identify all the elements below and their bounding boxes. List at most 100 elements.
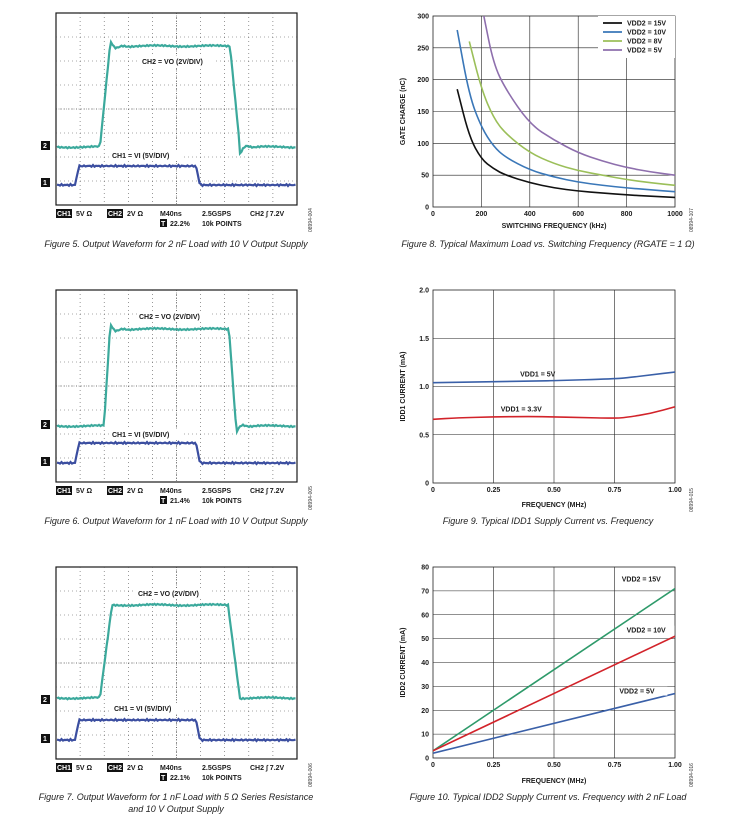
ch1-marker xyxy=(41,734,50,743)
ch2-label-box xyxy=(140,56,214,67)
chart-figure-10: 0 0.25 0.50 0.75 1.00 0 10 20 30 40 50 60 70 80 FREQUE… xyxy=(400,565,682,786)
ch1-scale: 5V Ω xyxy=(76,211,93,218)
ch1-label: CH1 = VI (5V/DIV) xyxy=(112,153,169,160)
ch1-scale: 5V Ω xyxy=(76,765,93,772)
ch2-marker-text: 2 xyxy=(43,697,47,704)
annotation-vdd1-3v3: VDD1 = 3.3V xyxy=(501,406,542,413)
series-line-2 xyxy=(468,41,675,187)
trigger-setting: CH2 ∫ 7.2V xyxy=(250,211,285,218)
sample-rate: 2.5GSPS xyxy=(202,488,232,495)
figure-id: 08994-006 xyxy=(308,763,314,787)
ch1-scale: 5V Ω xyxy=(76,488,93,495)
x-tick-label: 0 xyxy=(431,211,435,218)
chart-figure-9: 0 0.25 0.50 0.75 1.00 0 0.5 1.0 1.5 2.0 FREQUENCY … xyxy=(400,288,682,510)
ch1-badge-text: CH1 xyxy=(57,211,71,218)
ch2-marker xyxy=(41,420,50,429)
trigger-badge-text: T xyxy=(161,498,166,505)
ch2-scale: 2V Ω xyxy=(127,211,144,218)
figure-id: 08994-015 xyxy=(689,488,695,512)
ch1-label-box xyxy=(112,703,184,714)
legend: VDD2 = 15V VDD2 = 10V VDD2 = 8V VDD2 = 5V xyxy=(598,16,675,58)
scope-figure-5: CH2 = VO (2V/DIV) CH1 = VI (5V/DIV) 2 1 … xyxy=(41,12,314,249)
scope-grid xyxy=(56,290,297,482)
series-line-1 xyxy=(456,29,675,193)
y-tick-label: 1.0 xyxy=(419,384,429,391)
figure-caption: Figure 5. Output Waveform for 2 nF Load … xyxy=(44,239,308,249)
figure-id: 08994-005 xyxy=(308,486,314,510)
ch2-marker-text: 2 xyxy=(43,422,47,429)
ch1-label: CH1 = VI (5V/DIV) xyxy=(112,432,169,439)
trigger-position: 22.2% xyxy=(170,221,191,228)
record-length: 10k POINTS xyxy=(202,775,242,782)
annotation-vdd2-5v: VDD2 = 5V xyxy=(619,689,655,696)
ch2-waveform xyxy=(56,602,296,701)
series-line-0 xyxy=(456,89,675,199)
y-tick-label: 20 xyxy=(421,708,429,715)
legend-label: VDD2 = 10V xyxy=(627,30,666,37)
x-axis-label: FREQUENCY (MHz) xyxy=(522,778,587,785)
y-tick-label: 250 xyxy=(417,45,429,52)
y-tick-label: 2.0 xyxy=(419,288,429,295)
x-axis-label: SWITCHING FREQUENCY (kHz) xyxy=(502,223,607,230)
trigger-badge-text: T xyxy=(161,775,166,782)
x-tick-label: 200 xyxy=(476,211,488,218)
legend-label: VDD2 = 5V xyxy=(627,48,663,55)
y-tick-label: 80 xyxy=(421,565,429,572)
series-line-2 xyxy=(433,692,675,754)
ch2-label: CH2 = VO (2V/DIV) xyxy=(138,591,199,598)
ch1-badge xyxy=(56,763,72,772)
ch1-label: CH1 = VI (5V/DIV) xyxy=(114,706,171,713)
ch2-waveform xyxy=(56,39,296,156)
ch2-scale: 2V Ω xyxy=(127,488,144,495)
ch1-badge-text: CH1 xyxy=(57,765,71,772)
record-length: 10k POINTS xyxy=(202,498,242,505)
trigger-badge-text: T xyxy=(161,221,166,228)
x-tick-label: 0.50 xyxy=(547,762,561,769)
ch2-label-box xyxy=(137,311,211,322)
x-tick-label: 1.00 xyxy=(668,762,682,769)
annotation-bg xyxy=(619,574,670,584)
y-tick-label: 30 xyxy=(421,684,429,691)
record-length: 10k POINTS xyxy=(202,221,242,228)
y-tick-label: 40 xyxy=(421,660,429,667)
sample-rate: 2.5GSPS xyxy=(202,211,232,218)
ch1-label-box xyxy=(110,429,182,440)
trigger-position: 22.1% xyxy=(170,775,191,782)
ch1-marker-text: 1 xyxy=(43,180,47,187)
figure-id: 08994-004 xyxy=(308,208,314,232)
y-tick-label: 1.5 xyxy=(419,336,429,343)
figure-caption: Figure 7. Output Waveform for 1 nF Load … xyxy=(39,792,314,802)
annotation-bg xyxy=(624,625,675,635)
ch1-marker xyxy=(41,178,50,187)
trigger-setting: CH2 ∫ 7.2V xyxy=(250,765,285,772)
y-tick-label: 70 xyxy=(421,588,429,595)
ch2-marker xyxy=(41,695,50,704)
ch2-waveform xyxy=(56,321,296,436)
x-tick-label: 800 xyxy=(621,211,633,218)
series-line-0 xyxy=(433,371,675,384)
x-tick-label: 0 xyxy=(431,487,435,494)
trigger-badge xyxy=(160,219,167,227)
x-tick-label: 1000 xyxy=(667,211,683,218)
trigger-position: 21.4% xyxy=(170,498,191,505)
ch2-marker xyxy=(41,141,50,150)
x-axis-label: FREQUENCY (MHz) xyxy=(522,502,587,509)
ch1-marker-text: 1 xyxy=(43,736,47,743)
series-line-1 xyxy=(433,635,675,752)
ch2-scale: 2V Ω xyxy=(127,765,144,772)
x-tick-label: 0 xyxy=(431,762,435,769)
legend-label: VDD2 = 15V xyxy=(627,21,666,28)
ch2-badge xyxy=(107,209,123,218)
ch1-badge-text: CH1 xyxy=(57,488,71,495)
y-tick-label: 60 xyxy=(421,612,429,619)
figure-id: 08994-016 xyxy=(689,763,695,787)
ch2-label: CH2 = VO (2V/DIV) xyxy=(139,314,200,321)
trigger-setting: CH2 ∫ 7.2V xyxy=(250,488,285,495)
annotation-vdd2-10v: VDD2 = 10V xyxy=(627,628,666,635)
ch2-badge xyxy=(107,486,123,495)
scope-figure-6: CH2 = VO (2V/DIV) CH1 = VI (5V/DIV) 2 1 … xyxy=(41,289,314,526)
y-tick-label: 200 xyxy=(417,77,429,84)
timebase: M40ns xyxy=(160,488,182,495)
series-line-0 xyxy=(433,587,675,752)
